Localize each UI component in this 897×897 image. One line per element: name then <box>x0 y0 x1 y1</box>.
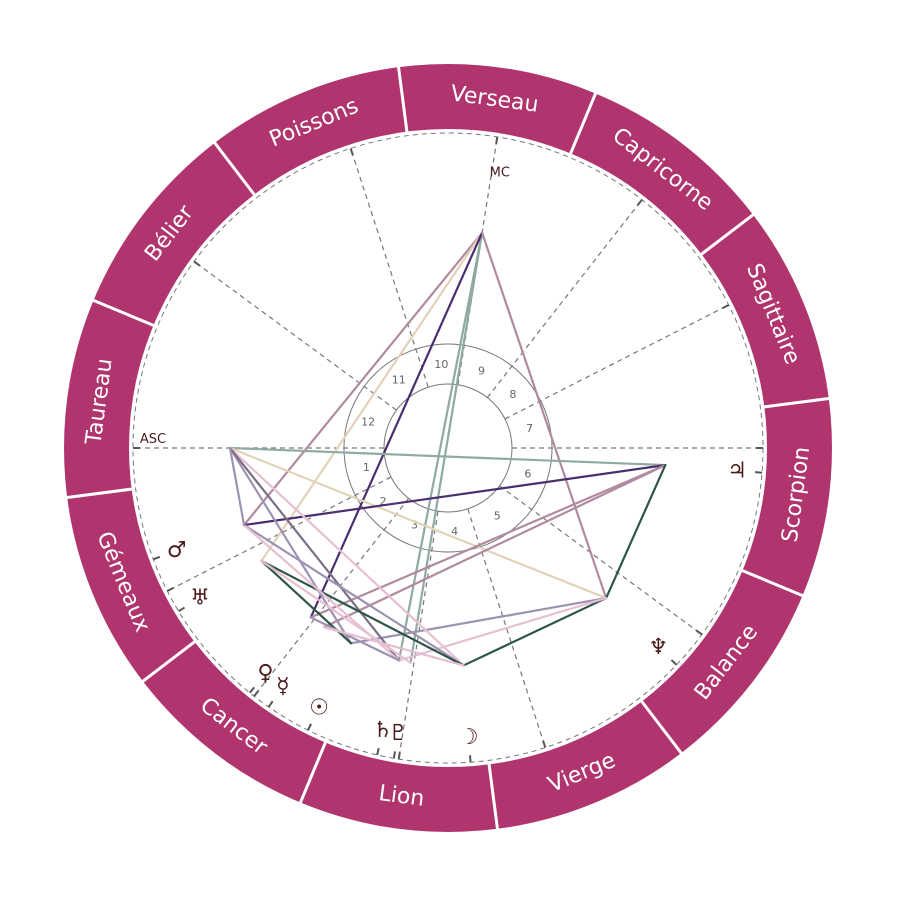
sign-separator <box>298 741 328 805</box>
house-number-1: 1 <box>363 461 370 474</box>
aspect-line-jupiter-venus <box>309 464 667 619</box>
house-number-6: 6 <box>524 468 531 481</box>
sign-label-4: Lion <box>377 781 426 812</box>
house-cusp-tick <box>193 260 201 267</box>
sign-separator <box>66 487 133 500</box>
aspect-line-mc-saturn <box>397 231 484 662</box>
house-cusp-line <box>486 199 643 398</box>
house-cusp-tick <box>495 136 499 144</box>
pluto-glyph-icon: ♇ <box>388 721 408 746</box>
aspect-line-asc-saturn <box>228 446 401 662</box>
aspect-line-mars-moon <box>242 523 465 667</box>
aspect-line-mars-jupiter <box>242 464 667 527</box>
aspect-line-neptune-sun <box>349 596 608 645</box>
sun-glyph-icon: ☉ <box>309 695 329 720</box>
house-cusp-line <box>167 476 392 592</box>
aspect-line-asc-jupiter <box>228 446 667 467</box>
aspect-line-uranus-pluto <box>260 559 412 664</box>
planet-tick-mercury <box>267 700 274 708</box>
sign-separator <box>141 639 197 684</box>
house-number-4: 4 <box>451 525 458 538</box>
aspect-line-neptune-moon <box>462 596 608 667</box>
house-number-7: 7 <box>526 422 533 435</box>
sign-separator <box>699 212 755 257</box>
house-cusp-tick <box>695 629 703 636</box>
saturn-glyph-icon: ♄ <box>373 718 393 743</box>
aspect-line-asc-moon <box>228 446 465 667</box>
house-cusp-tick <box>253 690 260 697</box>
house-cusp-lines: ASC MC <box>133 136 763 760</box>
planet-glyphs: ♂♅ ♀☿ ☉ ♄♇ ☽ ♆ ♃ <box>167 458 747 750</box>
sign-separator <box>568 91 598 155</box>
aspect-lines <box>228 231 667 667</box>
house-number-5: 5 <box>494 510 501 523</box>
house-cusp-line <box>504 304 729 420</box>
moon-glyph-icon: ☽ <box>459 725 479 750</box>
house-cusp-line <box>467 508 546 748</box>
planet-tick-uranus <box>178 606 186 613</box>
house-cusp-tick <box>349 148 354 156</box>
house-cusp-line <box>253 498 410 697</box>
neptune-glyph-icon: ♆ <box>648 635 668 660</box>
house-cusp-tick <box>166 586 175 592</box>
house-cusp-tick <box>542 740 547 748</box>
uranus-glyph-icon: ♅ <box>190 586 210 611</box>
house-number-10: 10 <box>434 358 448 371</box>
aspect-line-jupiter-neptune <box>605 464 667 600</box>
planet-tick-saturn <box>376 747 380 756</box>
aspect-line-venus-saturn <box>309 616 401 662</box>
aspect-line-asc-neptune <box>228 446 608 600</box>
house-cusp-line <box>398 511 439 760</box>
aspect-line-mc-neptune <box>481 231 608 600</box>
planet-tick-pluto <box>392 751 397 759</box>
asc-label: ASC <box>140 432 166 447</box>
house-cusp-tick <box>721 304 730 310</box>
house-number-11: 11 <box>392 373 406 386</box>
house-cusp-line <box>193 261 397 411</box>
sign-separator <box>639 699 684 755</box>
sign-separator <box>212 141 257 197</box>
mars-glyph-icon: ♂ <box>167 538 187 563</box>
planet-tick-jupiter <box>754 471 763 474</box>
sign-separator <box>763 396 830 409</box>
sign-separator <box>741 568 805 598</box>
planet-tick-moon <box>469 755 472 763</box>
mc-label: MC <box>490 165 510 180</box>
jupiter-glyph-icon: ♃ <box>727 458 747 483</box>
house-number-2: 2 <box>380 495 387 508</box>
aspect-line-asc-sun <box>228 446 353 645</box>
house-number-12: 12 <box>361 415 375 428</box>
aspect-line-jupiter-mercury <box>322 464 667 629</box>
sign-separator <box>91 298 155 328</box>
zodiac-ring-band <box>64 64 832 832</box>
planet-tick-venus <box>248 686 255 694</box>
house-cusp-line <box>457 136 498 385</box>
house-cusp-line <box>350 148 429 388</box>
aspect-line-uranus-moon <box>260 559 465 667</box>
house-outer-circle <box>343 343 553 553</box>
house-number-9: 9 <box>478 364 485 377</box>
aspect-line-mc-pluto <box>409 231 484 664</box>
mercury-glyph-icon: ☿ <box>276 674 290 699</box>
aspect-line-mc-venus <box>309 231 484 619</box>
sign-separator <box>487 763 500 830</box>
house-inner-circle <box>383 383 513 513</box>
planet-tick-neptune <box>670 659 678 666</box>
house-number-3: 3 <box>411 519 418 532</box>
venus-glyph-icon: ♀ <box>257 661 273 686</box>
sign-separator <box>396 66 409 133</box>
house-cusp-line <box>499 485 703 635</box>
house-number-8: 8 <box>509 388 516 401</box>
aspect-line-mercury-moon <box>322 626 465 667</box>
planet-tick-sun <box>307 723 312 731</box>
aspect-line-mc-mars <box>242 231 484 527</box>
aspect-line-mc-uranus <box>260 231 484 563</box>
planet-tick-mars <box>152 555 161 561</box>
aspect-line-asc-mars <box>228 446 246 527</box>
house-cusp-tick <box>397 752 401 760</box>
house-cusp-tick <box>636 199 643 206</box>
